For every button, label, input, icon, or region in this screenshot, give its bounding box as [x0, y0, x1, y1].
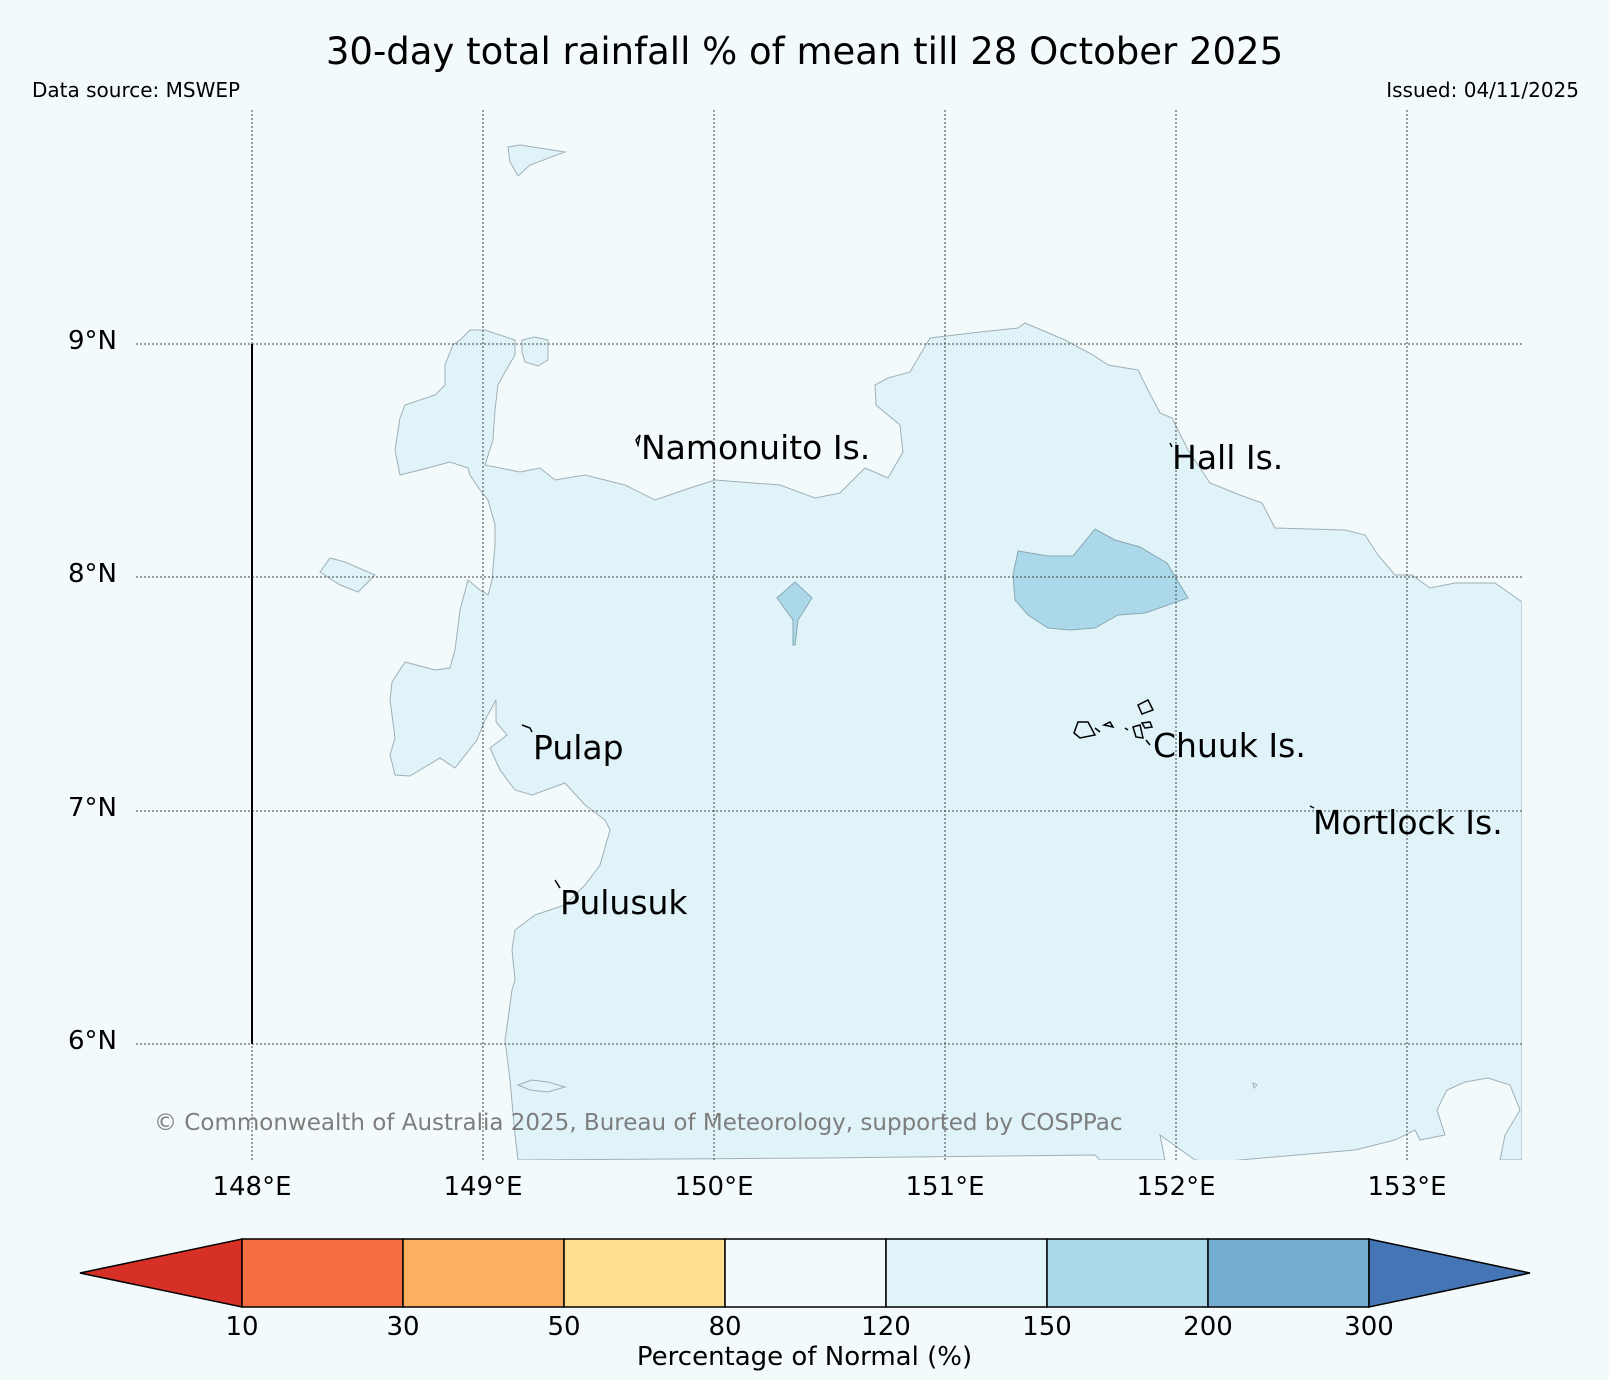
- colorbar-title: Percentage of Normal (%): [636, 1342, 973, 1372]
- lon-label-149e: 149°E: [443, 1172, 523, 1202]
- rainfall-region-120-150: [521, 336, 549, 367]
- lon-label-152e: 152°E: [1136, 1172, 1216, 1202]
- colorbar-tick-30: 30: [386, 1312, 420, 1342]
- lon-label-150e: 150°E: [674, 1172, 754, 1202]
- lon-label-153e: 153°E: [1367, 1172, 1447, 1202]
- rainfall-region-150-200: [1012, 528, 1189, 631]
- colorbar-tick-120: 120: [861, 1312, 911, 1342]
- place-label-hall: Hall Is.: [1172, 438, 1284, 477]
- issued-date: Issued: 04/11/2025: [1386, 78, 1579, 102]
- place-label-pulap: Pulap: [533, 728, 624, 767]
- colorbar: [79, 1238, 1531, 1308]
- colorbar-segment-10-30: [241, 1238, 404, 1308]
- lon-label-151e: 151°E: [905, 1172, 985, 1202]
- map-area: [319, 144, 1522, 1160]
- colorbar-segment-below-10: [79, 1238, 243, 1308]
- rainfall-region-120-150: [507, 144, 567, 177]
- map-title: 30-day total rainfall % of mean till 28 …: [325, 30, 1284, 73]
- place-label-mortlock: Mortlock Is.: [1313, 803, 1503, 842]
- colorbar-tick-10: 10: [225, 1312, 259, 1342]
- lat-label-6n: 6°N: [68, 1026, 117, 1056]
- colorbar-segment-above-300: [1368, 1238, 1531, 1308]
- lat-label-7n: 7°N: [68, 793, 117, 823]
- rainfall-region-120-150: [389, 322, 1522, 1160]
- colorbar-segment-80-120: [724, 1238, 887, 1308]
- colorbar-segment-150-200: [1046, 1238, 1209, 1308]
- lat-label-9n: 9°N: [68, 326, 117, 356]
- rainfall-region-120-150: [1252, 1082, 1258, 1090]
- rainfall-region-120-150: [516, 1079, 567, 1093]
- colorbar-segment-30-50: [402, 1238, 565, 1308]
- lat-label-8n: 8°N: [68, 559, 117, 589]
- colorbar-tick-50: 50: [547, 1312, 581, 1342]
- rainfall-region-120-150: [319, 557, 376, 593]
- colorbar-tick-200: 200: [1183, 1312, 1233, 1342]
- colorbar-tick-150: 150: [1022, 1312, 1072, 1342]
- place-label-pulusuk: Pulusuk: [560, 883, 688, 922]
- place-label-chuuk: Chuuk Is.: [1153, 726, 1306, 765]
- rainfall-region-150-200: [776, 581, 813, 646]
- colorbar-tick-300: 300: [1344, 1312, 1394, 1342]
- colorbar-segment-120-150: [885, 1238, 1048, 1308]
- lon-label-148e: 148°E: [212, 1172, 292, 1202]
- island-outlines: [521, 434, 1315, 889]
- place-label-namonuito: Namonuito Is.: [641, 428, 871, 467]
- colorbar-segment-50-80: [563, 1238, 726, 1308]
- colorbar-segment-200-300: [1207, 1238, 1370, 1308]
- data-source: Data source: MSWEP: [32, 78, 241, 102]
- copyright-notice: © Commonwealth of Australia 2025, Bureau…: [154, 1110, 1123, 1136]
- colorbar-tick-80: 80: [708, 1312, 742, 1342]
